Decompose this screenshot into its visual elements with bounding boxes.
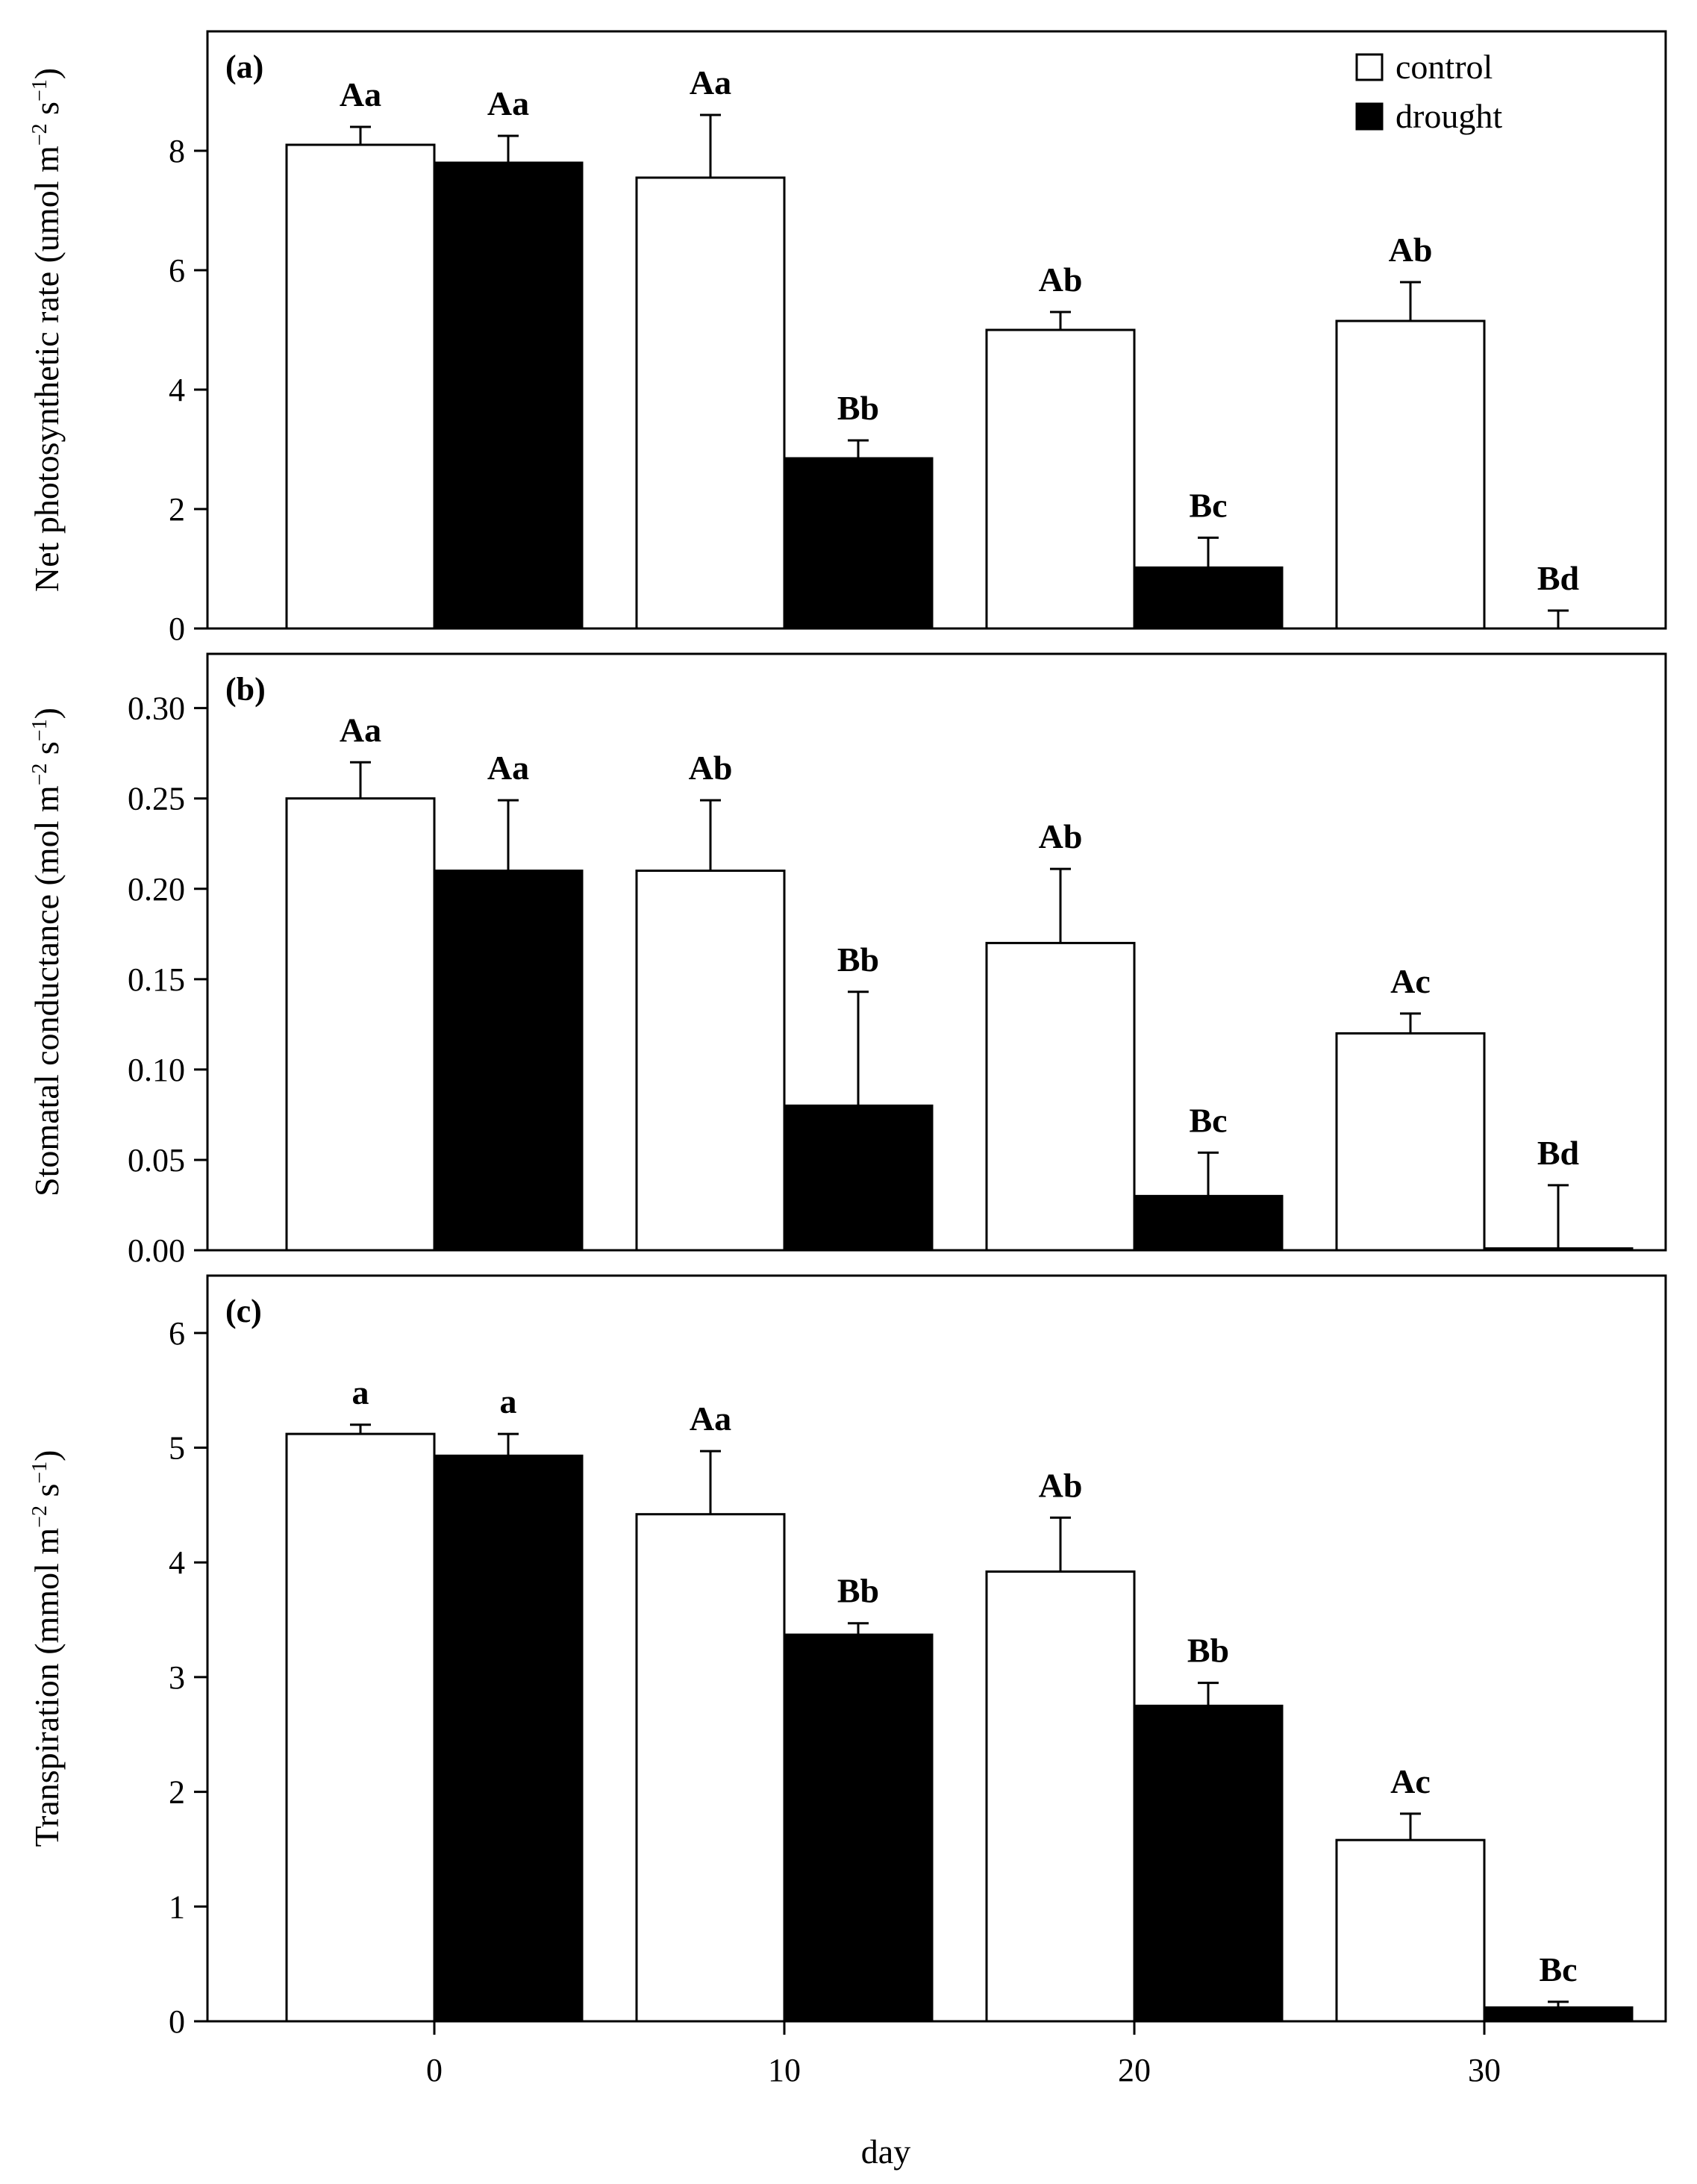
control-bar-day-10 — [635, 870, 786, 1252]
y-tick-label: 2 — [169, 1774, 185, 1811]
panel-c: 0 1 2 3 4 5 6 (c) Transpiration (mmol m−2 s−1) a A… — [28, 1274, 1667, 2088]
y-tick-label: 2 — [169, 491, 185, 528]
y-axis-label: Net photosynthetic rate (umol m−2 s−1) — [28, 68, 66, 592]
y-tick-label: 1 — [169, 1888, 185, 1925]
plot-frame — [206, 30, 1667, 630]
significance-label: Bc — [1189, 1101, 1227, 1139]
drought-bar-day-10 — [783, 1104, 934, 1252]
panels-group: 0 2 4 6 8 (a) Net photosynthetic rate (umol m−… — [28, 30, 1667, 2088]
control-bar-day-20 — [985, 941, 1136, 1252]
y-tick-label: 0.10 — [128, 1052, 185, 1088]
y-tick-label: 5 — [169, 1430, 185, 1467]
drought-bar-day-10 — [783, 457, 934, 630]
significance-label: Ac — [1390, 1762, 1431, 1800]
y-axis-label: Stomatal conductance (mol m−2 s−1) — [28, 708, 66, 1196]
significance-label: Aa — [690, 1400, 731, 1438]
drought-bar-day-30 — [1483, 1247, 1634, 1252]
control-bar-day-0 — [285, 1432, 436, 2023]
drought-bar-day-20 — [1133, 566, 1284, 630]
significance-label: Ab — [689, 749, 733, 787]
significance-label: Bc — [1189, 486, 1227, 524]
panel-tag: (a) — [225, 49, 263, 85]
control-bar-day-20 — [985, 1570, 1136, 2023]
legend: control drought — [1355, 48, 1502, 135]
x-axis-label: day — [861, 2132, 910, 2171]
significance-label: a — [500, 1382, 517, 1420]
x-tick-label: 10 — [768, 2052, 801, 2088]
drought-bar-day-10 — [783, 1633, 934, 2023]
y-tick-label: 4 — [169, 1544, 185, 1581]
significance-label: Aa — [690, 63, 731, 102]
y-tick-label: 4 — [169, 372, 185, 408]
significance-label: Bb — [1187, 1632, 1229, 1670]
y-tick-label: 6 — [169, 1315, 185, 1352]
drought-bar-day-20 — [1133, 1704, 1284, 2023]
significance-label: Bd — [1537, 1134, 1580, 1172]
y-tick-label: 8 — [169, 133, 185, 169]
x-tick-label: 30 — [1468, 2052, 1501, 2088]
significance-label: Bc — [1539, 1950, 1577, 1988]
y-tick-label: 3 — [169, 1659, 185, 1696]
significance-label: Bb — [837, 1572, 879, 1610]
significance-label: Aa — [487, 749, 529, 787]
significance-label: Bd — [1537, 559, 1580, 597]
y-tick-label: 0.20 — [128, 871, 185, 908]
control-bar-day-30 — [1335, 1032, 1486, 1252]
y-tick-label: 0.30 — [128, 690, 185, 727]
y-tick-label: 0.05 — [128, 1142, 185, 1179]
legend-swatch-drought — [1355, 102, 1384, 131]
control-bar-day-0 — [285, 797, 436, 1252]
legend-label-control: control — [1396, 48, 1493, 86]
significance-label: Ab — [1039, 817, 1083, 855]
drought-bar-day-0 — [433, 1454, 584, 2023]
control-bar-day-30 — [1335, 1838, 1486, 2023]
control-bar-day-20 — [985, 328, 1136, 630]
plot-frame — [206, 1274, 1667, 2023]
y-tick-label: 6 — [169, 252, 185, 289]
y-tick-label: 0.00 — [128, 1232, 185, 1269]
legend-swatch-control — [1355, 53, 1384, 81]
significance-label: Bb — [837, 940, 879, 979]
drought-bar-day-0 — [433, 870, 584, 1252]
panel-a: 0 2 4 6 8 (a) Net photosynthetic rate (umol m−… — [28, 30, 1667, 647]
significance-label: Aa — [340, 75, 381, 113]
significance-label: Aa — [487, 84, 529, 122]
control-bar-day-10 — [635, 176, 786, 630]
y-tick-label: 0 — [169, 2003, 185, 2040]
panel-b: 0.00 0.05 0.10 0.15 0.20 0.25 0.30 (b) Stomatal … — [28, 652, 1667, 1269]
control-bar-day-30 — [1335, 319, 1486, 630]
x-tick-label: 20 — [1118, 2052, 1151, 2088]
significance-label: Ac — [1390, 962, 1431, 1000]
y-tick-label: 0.25 — [128, 781, 185, 817]
control-bar-day-0 — [285, 143, 436, 630]
significance-label: Ab — [1039, 260, 1083, 299]
panel-tag: (c) — [225, 1293, 262, 1329]
significance-label: Aa — [340, 711, 381, 749]
drought-bar-day-0 — [433, 161, 584, 630]
control-bar-day-10 — [635, 1513, 786, 2023]
drought-bar-day-20 — [1133, 1194, 1284, 1252]
significance-label: Ab — [1039, 1466, 1083, 1504]
y-tick-label: 0 — [169, 611, 185, 647]
significance-label: Bb — [837, 389, 879, 427]
drought-bar-day-30 — [1483, 2006, 1634, 2023]
x-tick-label: 0 — [426, 2052, 443, 2088]
y-axis-label: Transpiration (mmol m−2 s−1) — [28, 1450, 66, 1847]
y-tick-label: 0.15 — [128, 961, 185, 998]
significance-label: a — [352, 1373, 369, 1411]
significance-label: Ab — [1389, 231, 1433, 269]
panel-tag: (b) — [225, 671, 266, 708]
plot-frame — [206, 652, 1667, 1252]
legend-label-drought: drought — [1396, 97, 1502, 135]
